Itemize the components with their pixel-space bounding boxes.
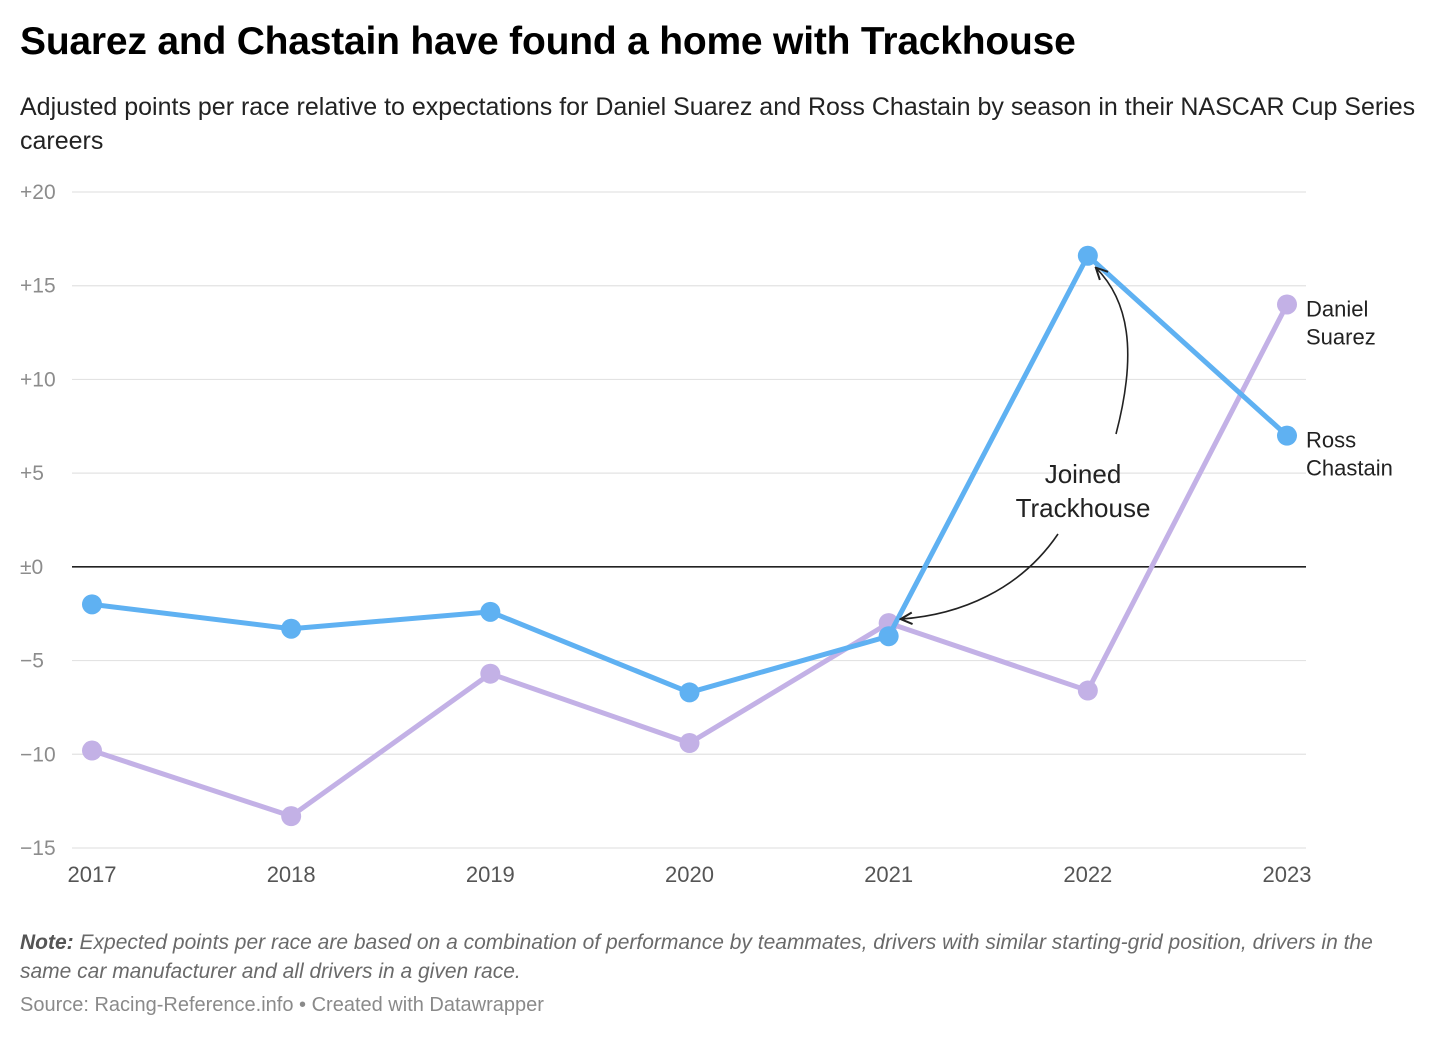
chart-subtitle: Adjusted points per race relative to exp… xyxy=(20,93,1416,155)
annotation-arrow xyxy=(901,533,1059,619)
annotation-label: Joined Trackhouse xyxy=(1016,459,1151,523)
ross-chastain-point xyxy=(878,626,899,647)
ross-chastain-point xyxy=(82,594,102,615)
x-tick-label: 2021 xyxy=(864,862,913,887)
note-label: Note: xyxy=(20,931,74,954)
y-tick-label: +5 xyxy=(20,462,44,485)
x-tick-label: 2020 xyxy=(665,862,714,887)
chart-title: Suarez and Chastain have found a home wi… xyxy=(20,20,1076,63)
ross-chastain-point xyxy=(281,618,302,639)
y-tick-label: +15 xyxy=(20,275,56,298)
daniel-suarez-point xyxy=(82,740,102,761)
series-layer xyxy=(82,245,1297,827)
x-tick-label: 2023 xyxy=(1263,862,1312,887)
annotation-layer: Joined Trackhouse xyxy=(901,268,1151,619)
y-tick-label: −5 xyxy=(20,650,44,673)
grid-layer: +20 +15 +10 +5 ±0 −5 −10 −15 2017 2018 2019 2020 202… xyxy=(20,181,1311,887)
ross-chastain-point xyxy=(679,682,700,703)
y-tick-label: −10 xyxy=(20,743,56,766)
note-text: Expected points per race are based on a … xyxy=(20,931,1373,983)
labels-layer: Daniel Suarez Ross Chastain xyxy=(1306,296,1393,480)
ross-chastain-point xyxy=(1277,425,1297,446)
ross-chastain-point xyxy=(480,601,501,622)
y-tick-label: −15 xyxy=(20,837,56,860)
annotation-arrow xyxy=(1096,268,1129,435)
x-tick-label: 2019 xyxy=(466,862,515,887)
line-chart: +20 +15 +10 +5 ±0 −5 −10 −15 2017 2018 2019 2020 202… xyxy=(20,181,1393,887)
ross-chastain-point xyxy=(1077,245,1098,266)
x-tick-label: 2018 xyxy=(267,862,316,887)
y-tick-label: +20 xyxy=(20,181,56,204)
daniel-suarez-point xyxy=(480,663,501,684)
daniel-suarez-point xyxy=(281,806,302,827)
y-tick-label: +10 xyxy=(20,368,56,391)
x-tick-label: 2017 xyxy=(68,862,117,887)
footer-note: Note: Expected points per race are based… xyxy=(20,928,1420,986)
y-tick-label: ±0 xyxy=(20,556,43,579)
x-tick-label: 2022 xyxy=(1063,862,1112,887)
daniel-suarez-point xyxy=(679,733,700,754)
daniel-suarez-label: Daniel Suarez xyxy=(1306,296,1376,349)
ross-chastain-label: Ross Chastain xyxy=(1306,428,1393,481)
daniel-suarez-point xyxy=(1277,294,1297,315)
source-credit: Source: Racing-Reference.info • Created … xyxy=(20,994,544,1016)
daniel-suarez-point xyxy=(1077,680,1098,701)
